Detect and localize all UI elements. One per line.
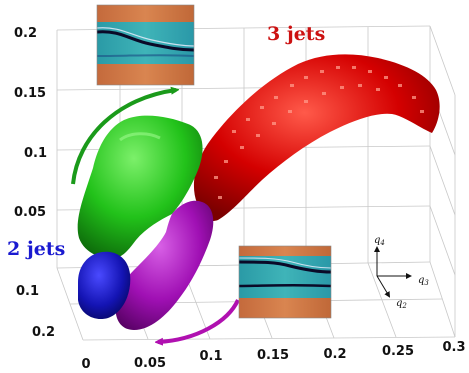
flow-snapshot-top	[96, 4, 195, 86]
x-tick-label: 0	[81, 357, 90, 372]
flow-snapshot-bottom	[238, 245, 332, 319]
y-tick-label: 0.1	[16, 284, 39, 299]
red-cluster	[193, 54, 440, 222]
x-tick-label: 0.1	[199, 349, 222, 364]
y-tick-label: 0.2	[32, 325, 55, 340]
q2-label: q2	[396, 298, 407, 310]
two-jets-label: 2 jets	[7, 238, 65, 260]
x-tick-label: 0.3	[442, 340, 465, 355]
z-tick-label: 0.15	[14, 86, 46, 101]
q4-label: q4	[374, 235, 385, 247]
z-tick-label: 0.1	[24, 146, 47, 161]
y-axis-ticks: 0.1 0.2	[16, 284, 55, 340]
x-axis-ticks: 0 0.05 0.1 0.15 0.2 0.25 0.3	[81, 340, 465, 372]
z-tick-label: 0.05	[14, 205, 46, 220]
magenta-cluster	[115, 200, 214, 330]
x-tick-label: 0.25	[382, 344, 414, 359]
z-tick-label: 0.2	[14, 26, 37, 41]
x-tick-label: 0.15	[257, 348, 289, 363]
green-transition-arrow	[71, 90, 176, 185]
x-tick-label: 0.05	[134, 356, 166, 371]
x-tick-label: 0.2	[323, 347, 346, 362]
blue-cluster	[78, 251, 131, 320]
magenta-transition-arrow	[158, 299, 240, 342]
q3-label: q3	[418, 275, 429, 287]
z-axis-ticks: 0.2 0.15 0.1 0.05	[14, 26, 47, 220]
green-cluster	[77, 115, 203, 259]
coordinate-triad: q4 q3 q2	[374, 235, 429, 310]
three-jets-label: 3 jets	[267, 23, 325, 45]
